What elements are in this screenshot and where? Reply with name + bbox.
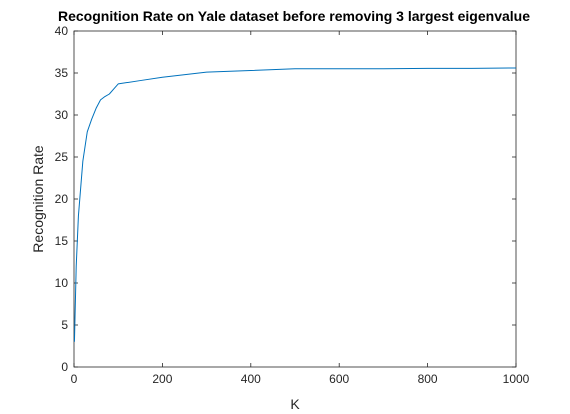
x-tick-label: 800 [418, 372, 438, 386]
x-tick-label: 600 [329, 372, 349, 386]
y-tick-label: 5 [61, 318, 68, 332]
plot-area [73, 30, 517, 368]
x-tick-label: 1000 [503, 372, 530, 386]
series-line [73, 67, 517, 342]
y-tick-label: 25 [55, 150, 69, 164]
x-axis: 0 200 400 600 800 1000 [71, 31, 530, 386]
chart-title: Recognition Rate on Yale dataset before … [58, 8, 530, 24]
x-tick-label: 0 [71, 372, 78, 386]
x-tick-label: 400 [241, 372, 261, 386]
y-tick-label: 20 [55, 192, 69, 206]
y-tick-label: 30 [55, 108, 69, 122]
y-tick-label: 10 [55, 276, 69, 290]
y-tick-label: 35 [55, 66, 69, 80]
y-axis: 0 5 10 15 20 25 30 35 40 [55, 24, 516, 374]
x-axis-label: K [290, 396, 300, 412]
y-axis-label: Recognition Rate [30, 145, 46, 253]
y-tick-label: 15 [55, 234, 69, 248]
y-tick-label: 0 [61, 360, 68, 374]
x-tick-label: 200 [152, 372, 172, 386]
y-tick-label: 40 [55, 24, 69, 38]
